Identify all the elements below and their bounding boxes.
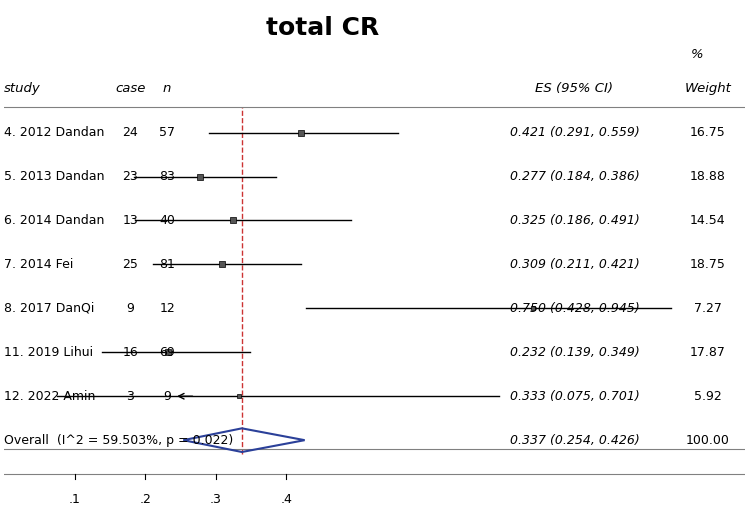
Text: 16.75: 16.75 xyxy=(690,126,726,139)
Text: 40: 40 xyxy=(160,214,175,227)
Text: Weight: Weight xyxy=(685,82,731,95)
Text: .3: .3 xyxy=(210,492,222,505)
Text: case: case xyxy=(115,82,145,95)
Text: 23: 23 xyxy=(122,170,138,183)
Text: n: n xyxy=(163,82,172,95)
Text: 3: 3 xyxy=(126,390,134,403)
Text: .4: .4 xyxy=(280,492,292,505)
Text: Overall  (I^2 = 59.503%, p = 0.022): Overall (I^2 = 59.503%, p = 0.022) xyxy=(4,433,234,447)
Text: 0.232 (0.139, 0.349): 0.232 (0.139, 0.349) xyxy=(509,346,640,359)
Text: 0.750 (0.428, 0.945): 0.750 (0.428, 0.945) xyxy=(509,302,640,315)
Text: .2: .2 xyxy=(139,492,151,505)
Text: 5. 2013 Dandan: 5. 2013 Dandan xyxy=(4,170,105,183)
Text: 83: 83 xyxy=(160,170,175,183)
Text: ES (95% CI): ES (95% CI) xyxy=(536,82,613,95)
Text: 81: 81 xyxy=(160,258,175,271)
Text: .1: .1 xyxy=(69,492,81,505)
Text: study: study xyxy=(4,82,41,95)
Text: %: % xyxy=(691,48,703,62)
Text: 5.92: 5.92 xyxy=(694,390,722,403)
Text: 100.00: 100.00 xyxy=(686,433,730,447)
Text: 0.325 (0.186, 0.491): 0.325 (0.186, 0.491) xyxy=(509,214,640,227)
Text: 7.27: 7.27 xyxy=(694,302,722,315)
Text: 8. 2017 DanQi: 8. 2017 DanQi xyxy=(4,302,94,315)
Text: 0.309 (0.211, 0.421): 0.309 (0.211, 0.421) xyxy=(509,258,640,271)
Text: 7. 2014 Fei: 7. 2014 Fei xyxy=(4,258,73,271)
Text: 9: 9 xyxy=(163,390,171,403)
Text: 0.333 (0.075, 0.701): 0.333 (0.075, 0.701) xyxy=(509,390,640,403)
Text: 25: 25 xyxy=(122,258,138,271)
Text: 14.54: 14.54 xyxy=(690,214,726,227)
Text: 12: 12 xyxy=(160,302,175,315)
Text: 9: 9 xyxy=(126,302,134,315)
Text: 18.88: 18.88 xyxy=(690,170,726,183)
Text: 17.87: 17.87 xyxy=(690,346,726,359)
Text: total CR: total CR xyxy=(266,16,379,40)
Text: 0.421 (0.291, 0.559): 0.421 (0.291, 0.559) xyxy=(509,126,640,139)
Text: 12. 2022 Amin: 12. 2022 Amin xyxy=(4,390,96,403)
Text: 57: 57 xyxy=(159,126,175,139)
Text: 4. 2012 Dandan: 4. 2012 Dandan xyxy=(4,126,105,139)
Text: 11. 2019 Lihui: 11. 2019 Lihui xyxy=(4,346,94,359)
Text: 18.75: 18.75 xyxy=(690,258,726,271)
Text: 24: 24 xyxy=(122,126,138,139)
Text: 6. 2014 Dandan: 6. 2014 Dandan xyxy=(4,214,105,227)
Text: 16: 16 xyxy=(122,346,138,359)
Text: 0.337 (0.254, 0.426): 0.337 (0.254, 0.426) xyxy=(509,433,640,447)
Text: 0.277 (0.184, 0.386): 0.277 (0.184, 0.386) xyxy=(509,170,640,183)
Text: 69: 69 xyxy=(160,346,175,359)
Text: 13: 13 xyxy=(122,214,138,227)
